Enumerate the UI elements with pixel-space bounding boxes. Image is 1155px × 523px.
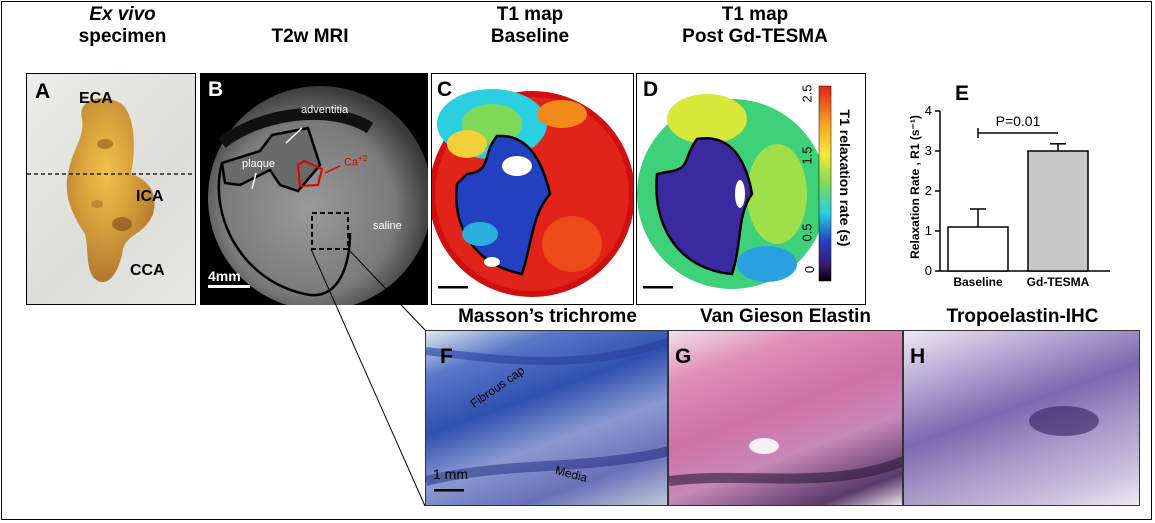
t1-post-map [637,85,832,289]
t1-baseline-map [432,89,633,297]
colorbar-tick-1: 2.5 [799,84,815,103]
panel-letter-f: F [440,345,453,368]
panel-letter-d: D [643,78,659,101]
title-b: T2w MRI [271,26,349,47]
panel-letter-c: C [437,78,453,101]
bar-chart: 0 1 2 3 4 Baseline Gd-TESMA P=0.01 [925,103,1110,289]
specimen-image [27,98,195,283]
title-d: T1 map Post Gd-TESMA [682,4,828,47]
title-g: Van Gieson Elastin [699,306,872,327]
panel-a-specimen-photo [26,73,196,305]
panel-g-van-gieson [668,330,903,506]
panel-letter-a: A [35,80,51,103]
panel-letter-g: G [675,345,692,368]
colorbar [818,85,832,282]
panel-h-tropoelastin [903,330,1140,506]
x-tick-label: Gd-TESMA [1027,275,1090,289]
label-saline: saline [373,220,402,232]
p-value-label: P=0.01 [996,113,1041,129]
colorbar-tick-3: 0.5 [799,223,815,242]
y-tick-label: 2 [925,183,932,198]
bar-gd-tesma [1027,150,1089,272]
y-tick-label: 3 [925,143,932,158]
colorbar-label: T1 relaxation rate (s) [837,109,853,247]
panel-f-massons [425,330,668,506]
title-c: T1 map Baseline [490,4,570,47]
label-cca: CCA [130,262,165,279]
colorbar-tick-2: 1.5 [799,146,815,165]
panel-c-t1-baseline [431,73,634,305]
y-tick-label: 4 [925,103,932,118]
label-ica: ICA [136,188,164,205]
bar-baseline [947,226,1009,272]
label-ca: Ca+2 [344,154,368,169]
y-tick-label: 0 [925,263,932,278]
panel-letter-e: E [955,82,970,105]
panel-d-t1-post [636,73,866,305]
title-h: Tropoelastin-IHC [946,306,1099,327]
x-tick-label: Baseline [953,275,1003,289]
scale-bar-1mm: 1 mm [433,466,468,482]
title-a: Ex vivo specimen [78,4,167,47]
label-eca: ECA [79,90,113,107]
label-plaque: plaque [242,158,276,170]
title-f: Masson’s trichrome [458,306,637,327]
y-tick-label: 1 [925,223,932,238]
scale-bar-4mm: 4mm [208,268,241,284]
label-adventitia: adventitia [301,104,349,116]
panel-letter-b: B [208,78,224,101]
colorbar-tick-4: 0 [802,265,818,274]
panel-letter-h: H [910,345,926,368]
